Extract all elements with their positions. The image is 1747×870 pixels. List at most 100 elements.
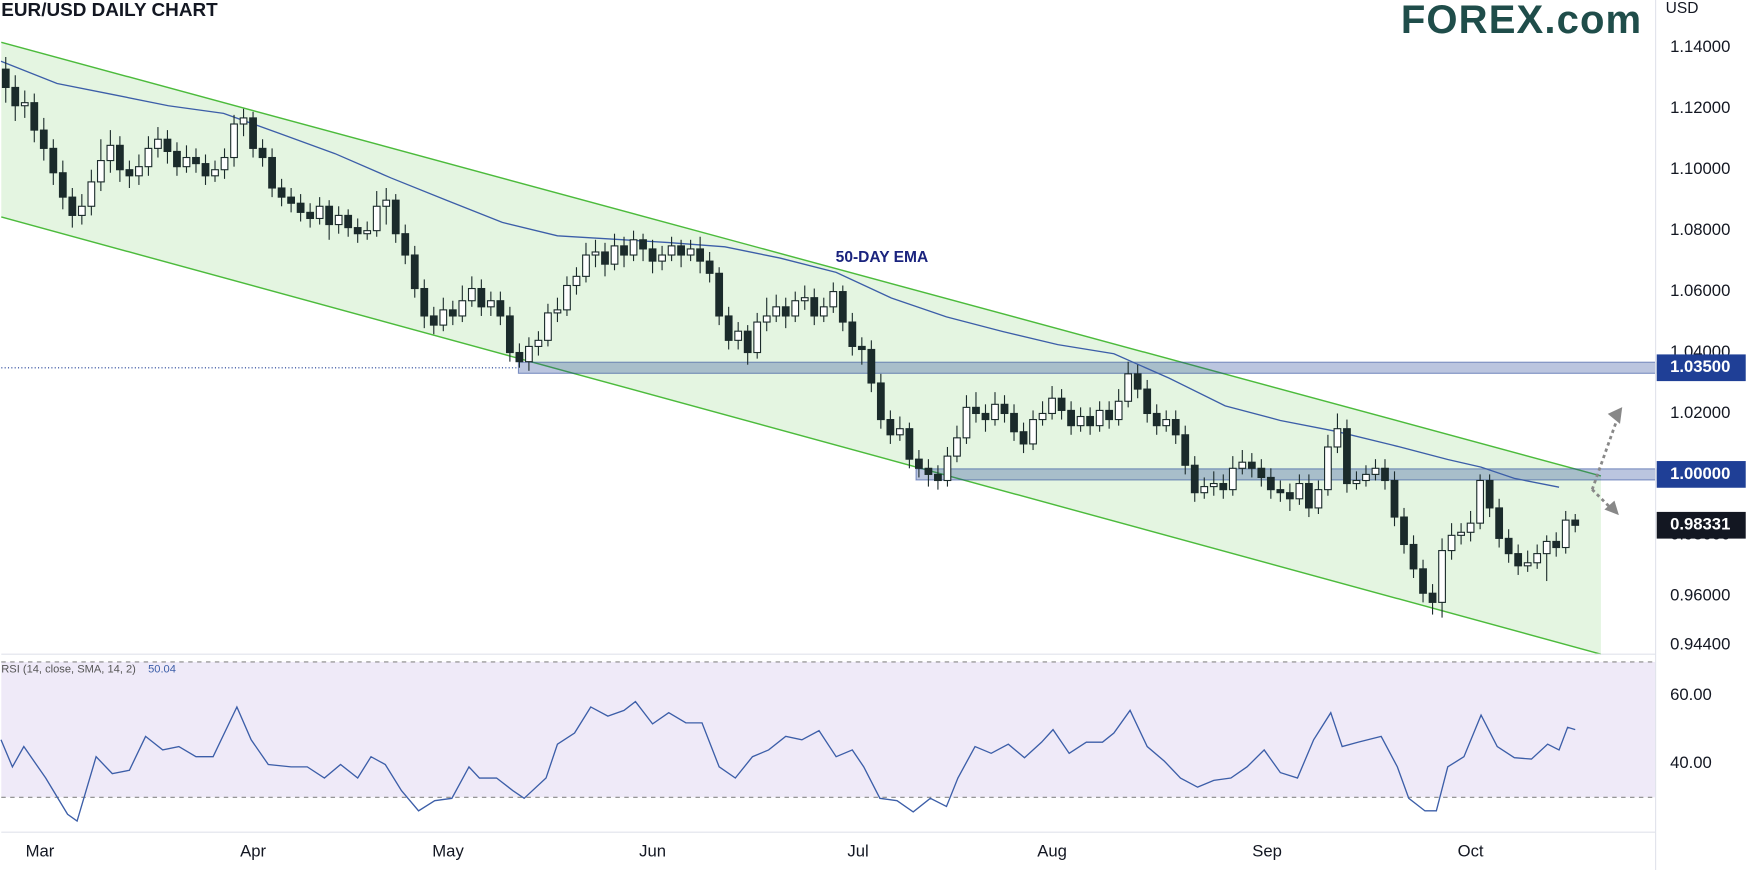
candle-body — [477, 287, 486, 308]
candle-body — [1038, 412, 1047, 421]
y-axis-label: USD — [1666, 0, 1699, 17]
candle-body — [991, 403, 999, 421]
candle-body — [1400, 516, 1408, 546]
price-panel — [0, 41, 1657, 655]
candle-body — [810, 297, 819, 317]
candle-body — [800, 297, 809, 302]
candle-body — [1276, 489, 1285, 494]
candle-body — [762, 315, 771, 323]
candle-body — [895, 428, 904, 436]
candle-body — [886, 419, 895, 436]
candle-body — [1057, 397, 1066, 411]
candle-body — [192, 156, 200, 165]
rsi-panel: RSI (14, close, SMA, 14, 2) 50.04 — [0, 661, 1656, 823]
candle-body — [1247, 461, 1256, 469]
candle-body — [20, 102, 29, 107]
level-label: 1.03500 — [1670, 357, 1730, 376]
x-tick-label: Oct — [1458, 842, 1484, 861]
candle-body — [525, 345, 533, 363]
candle-body — [1067, 409, 1075, 427]
candle-body — [277, 187, 286, 198]
candle-body — [230, 123, 238, 159]
candle-body — [1362, 473, 1370, 482]
candle-body — [572, 275, 581, 287]
candle-body — [743, 330, 752, 354]
candle-body — [553, 309, 562, 314]
candle-body — [1114, 400, 1123, 421]
candle-body — [962, 406, 971, 439]
candle-body — [1190, 464, 1199, 494]
candle-body — [772, 306, 781, 317]
candle-body — [1171, 419, 1180, 436]
candle-body — [505, 315, 514, 354]
candle-body — [125, 169, 134, 177]
candle-body — [239, 117, 248, 125]
candle-body — [905, 428, 914, 460]
candle-body — [1409, 543, 1418, 570]
candle-body — [1571, 519, 1580, 526]
candle-body — [1390, 479, 1399, 518]
candle-body — [211, 169, 219, 177]
candle-body — [249, 117, 257, 149]
y-tick-label: 1.02000 — [1670, 403, 1730, 422]
candle-body — [534, 339, 543, 347]
candle-body — [1133, 373, 1142, 390]
candle-body — [1266, 476, 1275, 491]
candle-body — [439, 309, 448, 326]
candle-body — [544, 312, 552, 341]
candle-body — [39, 129, 48, 149]
candle-body — [876, 382, 885, 421]
candle-body — [943, 455, 952, 482]
last-price-badge — [1656, 511, 1746, 539]
candle-body — [1343, 428, 1351, 485]
candle-body — [1428, 592, 1437, 603]
candle-body — [696, 248, 705, 262]
candle-body — [515, 351, 524, 363]
candle-body — [1200, 486, 1209, 494]
candle-body — [601, 251, 609, 265]
candle-body — [49, 147, 58, 174]
candle-body — [1086, 415, 1095, 427]
x-tick-label: Aug — [1037, 842, 1067, 861]
candle-body — [677, 245, 685, 256]
channel-line — [1, 216, 1602, 655]
channel-fill — [1, 42, 1601, 655]
candle-body — [486, 300, 495, 308]
x-tick-label: May — [432, 842, 464, 861]
candle-body — [924, 467, 933, 475]
x-tick-label: Jun — [639, 842, 666, 861]
candle-body — [1438, 550, 1446, 603]
candle-body — [1257, 467, 1266, 479]
candle-body — [315, 205, 324, 220]
candle-body — [838, 291, 847, 323]
candle-body — [410, 254, 419, 290]
candle-body — [87, 181, 96, 207]
candle-body — [391, 199, 400, 235]
rsi-last: 50.04 — [148, 664, 176, 676]
candle-body — [753, 321, 762, 354]
candle-body — [135, 166, 143, 177]
candle-body — [268, 156, 276, 189]
arrow-down — [1591, 488, 1611, 509]
candle-body — [372, 205, 381, 232]
candle-body — [467, 287, 476, 302]
candle-body — [1514, 553, 1523, 567]
candle-body — [115, 144, 124, 171]
candle-body — [610, 245, 619, 265]
candle-body — [915, 458, 923, 469]
candle-body — [306, 211, 315, 220]
candle-body — [287, 196, 296, 204]
candle-body — [705, 260, 714, 274]
x-tick-label: Apr — [240, 842, 266, 861]
candle-body — [382, 199, 391, 207]
candle-body — [658, 254, 666, 262]
candle-body — [1485, 479, 1494, 509]
candle-body — [1285, 492, 1294, 500]
candle-body — [857, 345, 866, 351]
candle-body — [1542, 540, 1551, 555]
candle-body — [1010, 412, 1018, 433]
x-tick-label: Mar — [26, 842, 55, 861]
candle-body — [1000, 403, 1009, 415]
rsi-tick-label: 60.00 — [1670, 685, 1712, 704]
candle-body — [1381, 467, 1389, 482]
